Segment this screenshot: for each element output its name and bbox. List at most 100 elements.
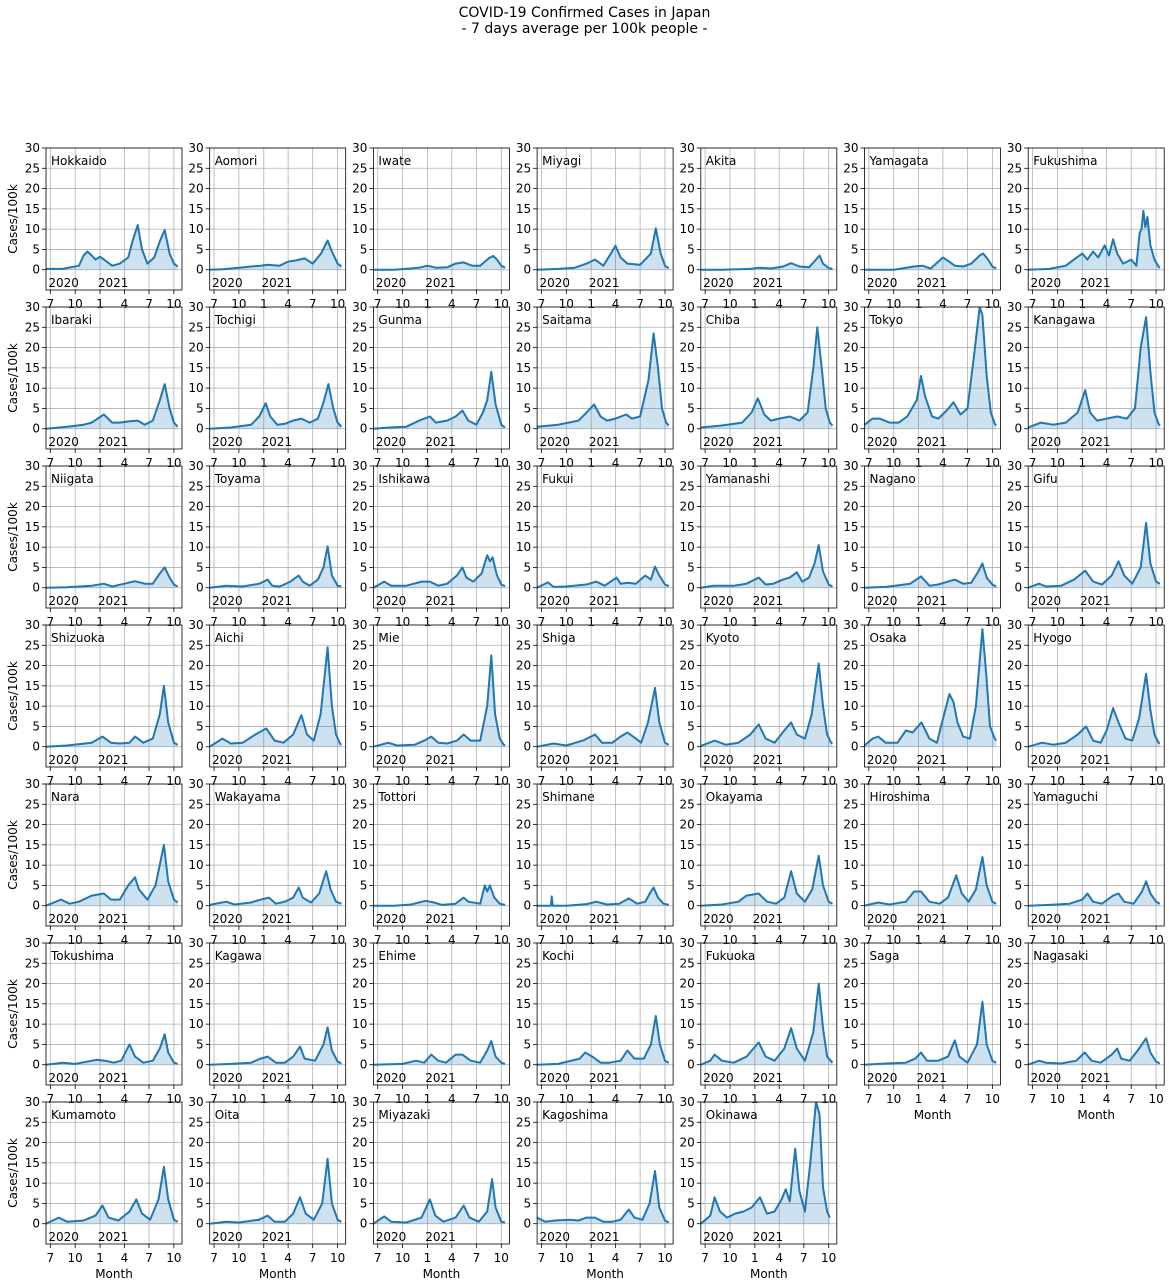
series-line xyxy=(1028,880,1161,907)
x-tick-label: 4 xyxy=(612,297,620,311)
x-tick-label: 10 xyxy=(68,774,83,788)
year-label: 2021 xyxy=(98,753,129,767)
panel-frame xyxy=(209,624,347,768)
y-tick-label: 0 xyxy=(851,263,859,277)
y-tick-label: 25 xyxy=(843,638,858,652)
panel-kochi: Kochi 2020 2021 0 5 10 15 20 25 30 7 10 1 4 7 10 xyxy=(516,936,674,1106)
panel-kagawa: Kagawa 2020 2021 0 5 10 15 20 25 30 7 10 1 4 7 10 xyxy=(188,936,347,1106)
year-label: 2020 xyxy=(212,276,243,290)
x-tick-label: 4 xyxy=(284,297,292,311)
series-area xyxy=(700,1102,830,1224)
y-tick-label: 20 xyxy=(188,500,203,514)
x-tick-label: 7 xyxy=(636,615,644,629)
y-tick-label: 0 xyxy=(32,1217,40,1231)
y-tick-label: 25 xyxy=(188,479,203,493)
y-tick-label: 20 xyxy=(352,341,367,355)
y-tick-label: 20 xyxy=(25,659,40,673)
panel-frame xyxy=(1027,624,1165,768)
x-tick-label: 10 xyxy=(68,615,83,629)
panel-frame xyxy=(1027,147,1165,291)
x-tick-label: 1 xyxy=(260,1092,268,1106)
y-tick-label: 15 xyxy=(516,520,531,534)
y-tick-label: 20 xyxy=(516,1136,531,1150)
y-tick-label: 5 xyxy=(523,401,531,415)
y-tick-label: 20 xyxy=(1007,977,1022,991)
y-tick-label: 0 xyxy=(687,263,695,277)
y-tick-label: 10 xyxy=(352,1176,367,1190)
x-tick-label: 10 xyxy=(330,774,345,788)
y-tick-label: 30 xyxy=(1007,141,1022,155)
x-tick-label: 10 xyxy=(494,297,509,311)
x-tick-label: 4 xyxy=(448,1092,456,1106)
y-tick-label: 15 xyxy=(352,838,367,852)
x-tick-label: 10 xyxy=(722,774,737,788)
year-label: 2021 xyxy=(98,435,129,449)
panel-name: Fukushima xyxy=(1033,154,1097,168)
x-tick-label: 7 xyxy=(800,1251,808,1265)
panel-chiba: Chiba 2020 2021 0 5 10 15 20 25 30 7 10 1 4 7 10 xyxy=(680,300,838,470)
y-tick-label: 10 xyxy=(1007,381,1022,395)
y-tick-label: 25 xyxy=(680,479,695,493)
year-label: 2020 xyxy=(48,1071,79,1085)
panel-frame xyxy=(209,783,347,927)
x-tick-label: 10 xyxy=(395,1251,410,1265)
panel-name: Hiroshima xyxy=(870,790,931,804)
panel-tokushima: Tokushima 2020 2021 0 5 10 15 20 25 30 7 10 1 4 7 10 Cas… xyxy=(6,936,183,1106)
y-tick-label: 15 xyxy=(1007,361,1022,375)
y-tick-label: 0 xyxy=(523,899,531,913)
x-tick-label: 10 xyxy=(68,933,83,947)
year-label: 2021 xyxy=(1080,276,1111,290)
y-axis-label: Cases/100k xyxy=(6,820,20,890)
panel-name: Miyagi xyxy=(542,154,581,168)
x-tick-label: 7 xyxy=(1029,1092,1037,1106)
y-tick-label: 10 xyxy=(843,540,858,554)
y-tick-label: 20 xyxy=(1007,341,1022,355)
y-tick-label: 25 xyxy=(516,161,531,175)
x-tick-label: 7 xyxy=(210,1092,218,1106)
x-tick-label: 10 xyxy=(231,774,246,788)
x-tick-label: 1 xyxy=(260,297,268,311)
x-tick-label: 10 xyxy=(985,933,1000,947)
y-tick-label: 20 xyxy=(680,500,695,514)
y-tick-label: 10 xyxy=(188,858,203,872)
series-area xyxy=(864,857,997,906)
x-tick-label: 10 xyxy=(722,1251,737,1265)
x-tick-label: 1 xyxy=(587,1251,595,1265)
y-tick-label: 5 xyxy=(32,878,40,892)
y-tick-label: 5 xyxy=(687,1037,695,1051)
y-tick-label: 10 xyxy=(680,540,695,554)
x-tick-label: 4 xyxy=(1103,774,1111,788)
x-tick-label: 1 xyxy=(751,297,759,311)
y-tick-label: 15 xyxy=(25,1156,40,1170)
series-line xyxy=(373,254,506,271)
x-tick-label: 4 xyxy=(121,1251,129,1265)
x-tick-label: 7 xyxy=(865,1092,873,1106)
x-tick-label: 10 xyxy=(657,1251,672,1265)
y-axis-label: Cases/100k xyxy=(6,343,20,413)
y-tick-label: 30 xyxy=(25,777,40,791)
x-tick-label: 7 xyxy=(473,456,481,470)
y-tick-label: 0 xyxy=(1015,581,1023,595)
series-line xyxy=(209,545,342,589)
panel-fukui: Fukui 2020 2021 0 5 10 15 20 25 30 7 10 1 4 7 10 xyxy=(516,459,674,629)
x-tick-label: 4 xyxy=(939,297,947,311)
x-tick-label: 7 xyxy=(800,774,808,788)
series-area xyxy=(700,327,833,429)
x-tick-label: 7 xyxy=(964,297,972,311)
x-tick-label: 4 xyxy=(448,615,456,629)
y-tick-label: 5 xyxy=(196,719,204,733)
x-tick-label: 4 xyxy=(121,933,129,947)
figure-subtitle: - 7 days average per 100k people - xyxy=(461,21,708,37)
x-tick-label: 10 xyxy=(985,297,1000,311)
y-tick-label: 5 xyxy=(360,242,368,256)
x-tick-label: 7 xyxy=(210,297,218,311)
x-tick-label: 10 xyxy=(494,1251,509,1265)
y-tick-label: 0 xyxy=(687,740,695,754)
x-tick-label: 7 xyxy=(636,456,644,470)
x-axis-label: Month xyxy=(586,1267,624,1281)
y-tick-label: 25 xyxy=(680,161,695,175)
x-tick-label: 7 xyxy=(800,297,808,311)
panel-frame xyxy=(864,306,1001,450)
panel-okayama: Okayama 2020 2021 0 5 10 15 20 25 30 7 10 1 4 7 10 xyxy=(680,777,838,947)
y-tick-label: 30 xyxy=(843,777,858,791)
